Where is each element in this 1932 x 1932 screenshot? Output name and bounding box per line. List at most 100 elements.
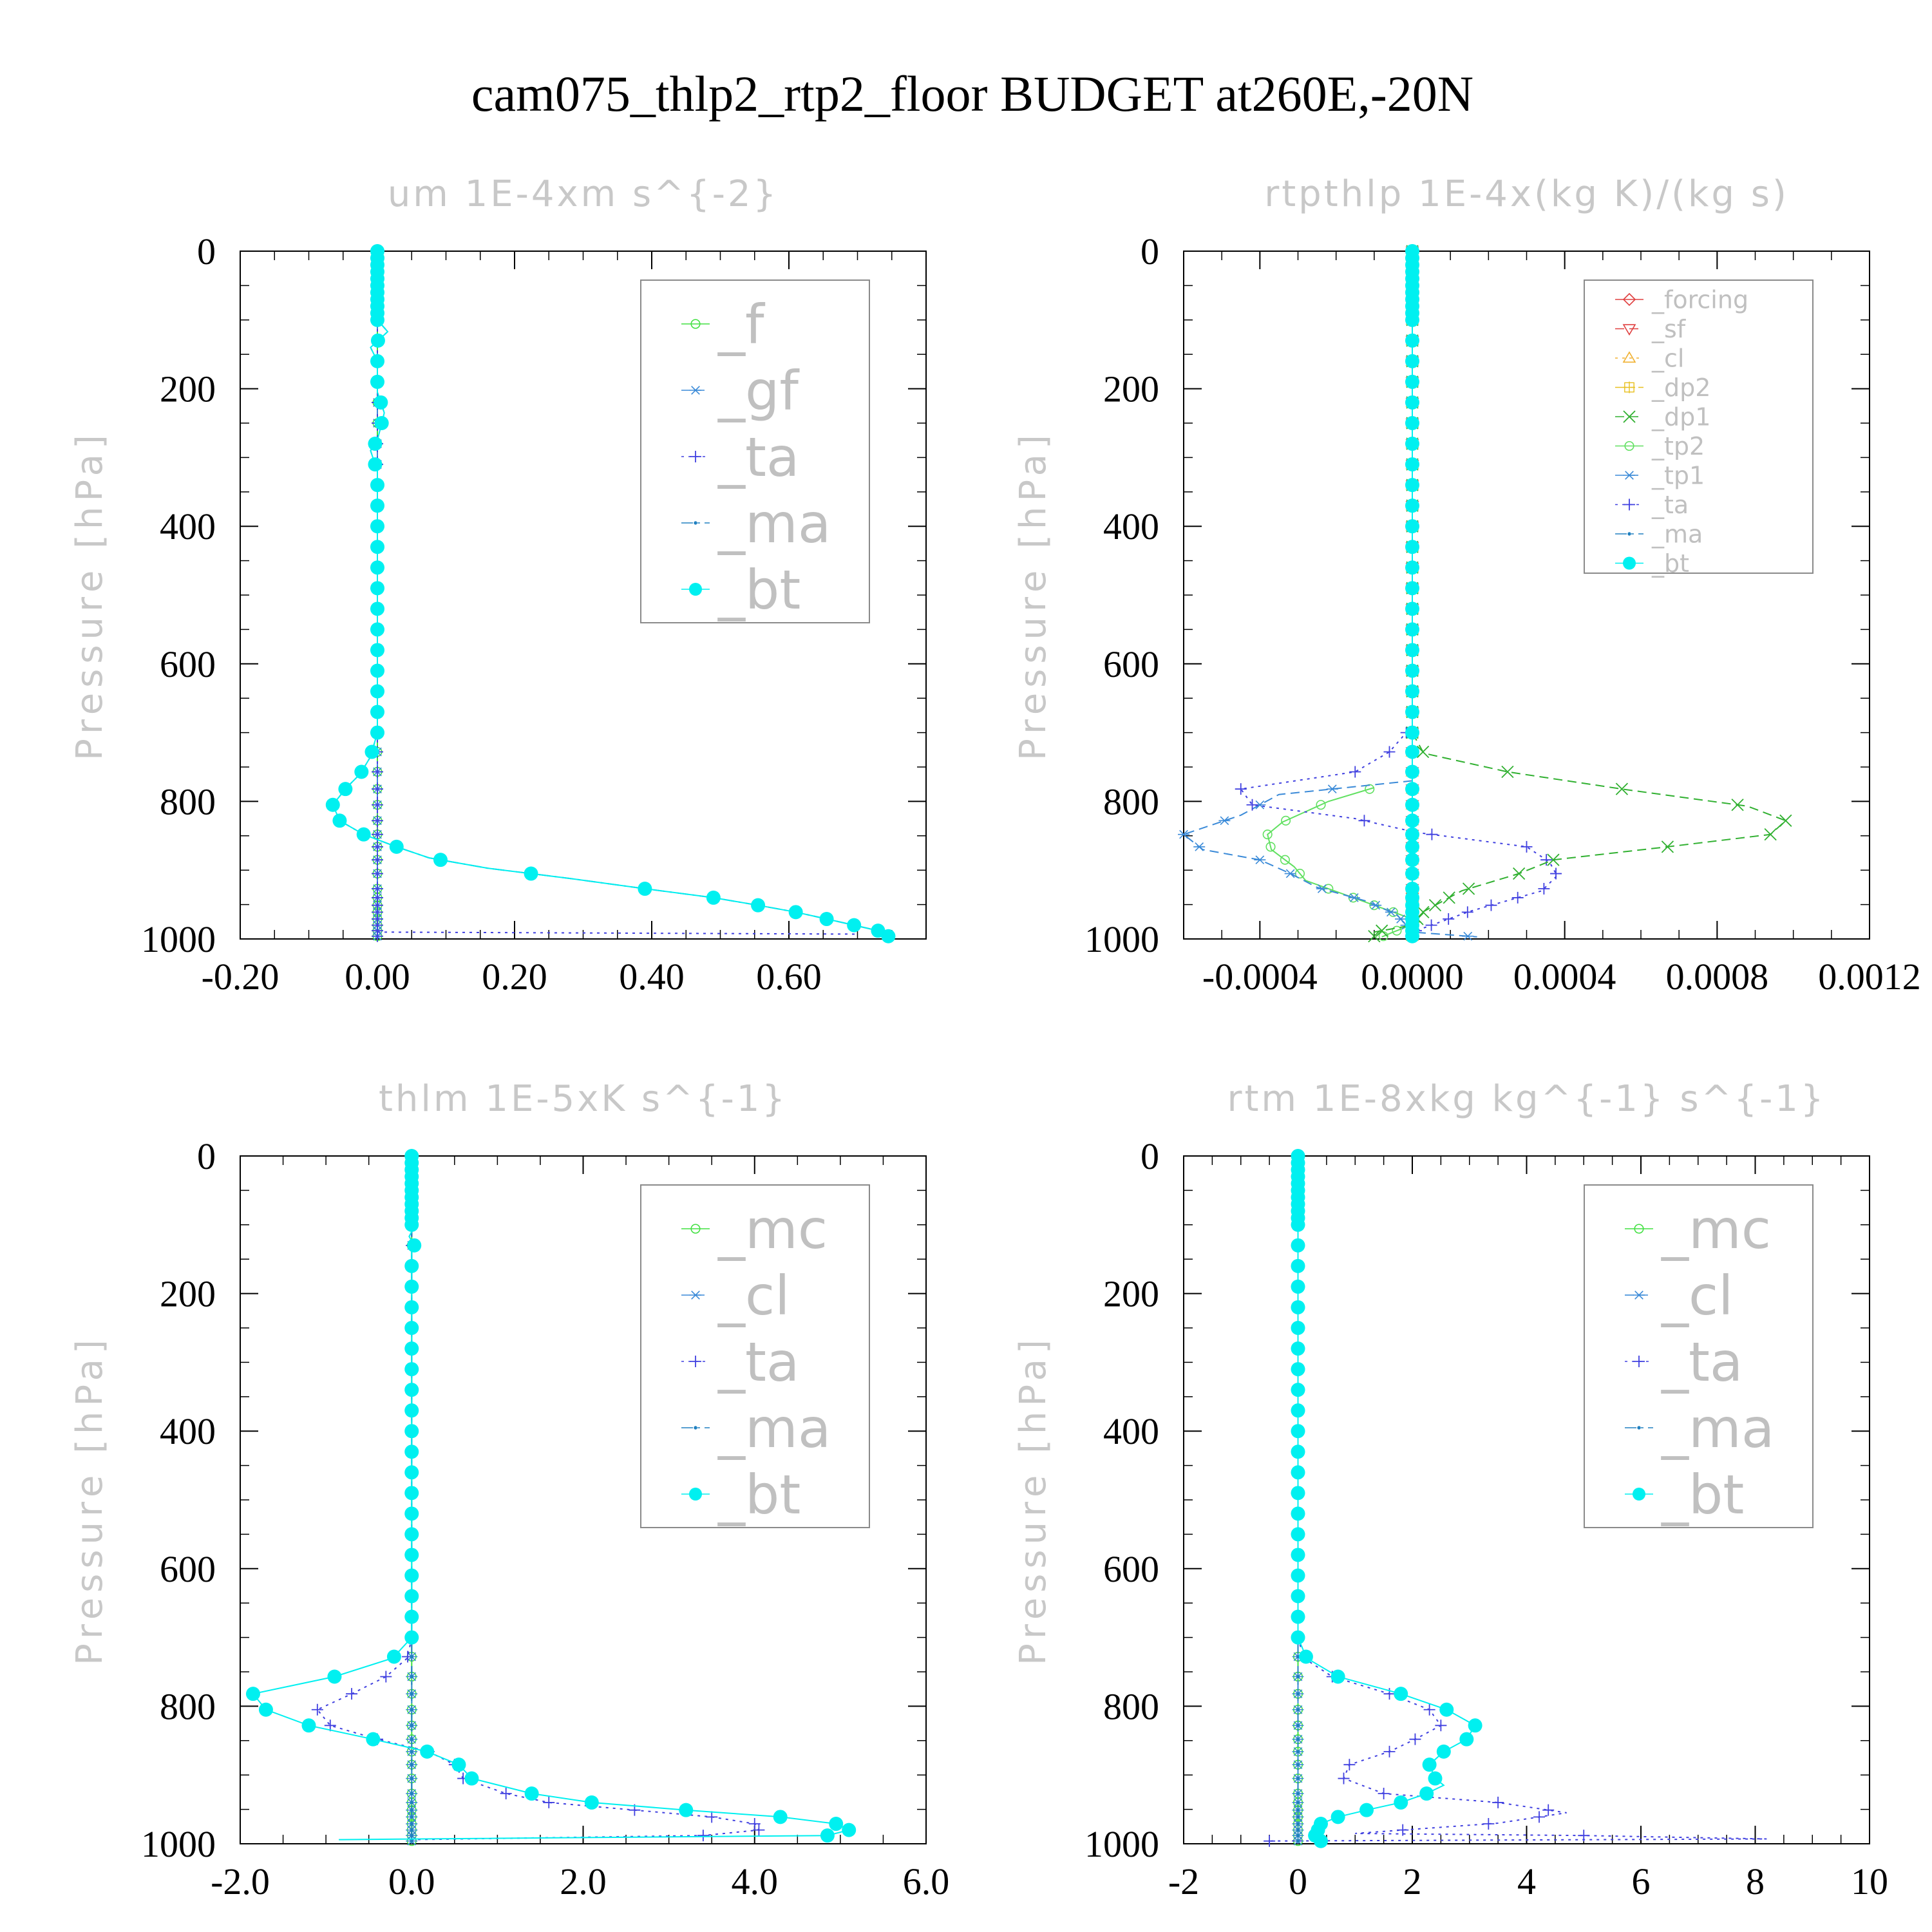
series-bt-marker bbox=[1359, 1803, 1374, 1817]
legend-marker-ma bbox=[694, 521, 697, 525]
series-ma-marker bbox=[1296, 1833, 1300, 1837]
series-bt-marker bbox=[820, 1828, 835, 1843]
panel-title: um 1E-4xm s^{-2} bbox=[388, 173, 779, 215]
series-bt-marker bbox=[1405, 725, 1419, 740]
legend-label-mc: _mc bbox=[717, 1198, 828, 1261]
series-ma-marker bbox=[1296, 1801, 1300, 1804]
series-ta-marker bbox=[372, 867, 383, 880]
legend-marker-tp2 bbox=[1624, 440, 1634, 451]
legend-label-dp1: _dp1 bbox=[1651, 403, 1710, 431]
series-ta-marker bbox=[1383, 1745, 1396, 1757]
series-bt-marker bbox=[1291, 1589, 1305, 1604]
series-bt-marker bbox=[370, 540, 384, 554]
legend-label-bt: _bt bbox=[1661, 1463, 1744, 1526]
x-tick-label: 0.00 bbox=[345, 956, 410, 998]
panel-title: rtm 1E-8xkg kg^{-1} s^{-1} bbox=[1227, 1078, 1826, 1120]
legend-label-bt: _bt bbox=[1651, 549, 1689, 578]
y-tick-label: 400 bbox=[160, 1410, 216, 1452]
series-ma-marker bbox=[410, 1763, 413, 1766]
series-ma-marker bbox=[1296, 1839, 1300, 1843]
legend-marker-bt bbox=[1633, 1488, 1645, 1501]
series-ma-marker bbox=[1296, 1792, 1300, 1795]
legend-label-cl: _cl bbox=[1661, 1264, 1734, 1327]
legend-marker-ma bbox=[694, 1426, 697, 1430]
series-bt-marker bbox=[389, 839, 404, 854]
series-bt-marker bbox=[1405, 416, 1419, 430]
legend-marker-sf bbox=[1622, 324, 1636, 336]
series-ma-marker bbox=[1296, 1776, 1300, 1781]
series-bt-marker bbox=[1405, 764, 1419, 779]
series-bt-marker bbox=[1405, 581, 1419, 596]
series-bt-marker bbox=[1291, 1217, 1305, 1232]
legend-label-forcing: _forcing bbox=[1651, 286, 1748, 314]
series-ta-marker bbox=[1383, 1688, 1396, 1700]
series-ma-marker bbox=[410, 1839, 413, 1843]
x-tick-label: 0.60 bbox=[756, 956, 822, 998]
series-tp1-marker bbox=[1254, 855, 1266, 865]
legend-marker-tp1 bbox=[1624, 471, 1635, 480]
series-bt-marker bbox=[245, 1687, 260, 1701]
series-ta-marker bbox=[1550, 867, 1562, 880]
series-bt-marker bbox=[1405, 354, 1419, 368]
legend-marker-ta bbox=[690, 451, 701, 462]
series-ta-extra-line bbox=[377, 931, 858, 935]
x-tick-label: 0.0 bbox=[388, 1861, 435, 1902]
series-bt-marker bbox=[1394, 1687, 1408, 1701]
y-tick-label: 800 bbox=[1103, 1685, 1159, 1727]
series-ma-marker bbox=[410, 1723, 413, 1728]
series-bt-marker bbox=[1468, 1718, 1482, 1733]
y-tick-label: 1000 bbox=[1084, 918, 1159, 960]
legend-marker-bt bbox=[689, 1488, 702, 1501]
series-tp1-marker bbox=[1218, 816, 1231, 826]
x-tick-label: 10 bbox=[1851, 1861, 1888, 1902]
series-ta-marker bbox=[1409, 1733, 1421, 1745]
series-bt-marker bbox=[1331, 1810, 1345, 1824]
series-bt-marker bbox=[1291, 1568, 1305, 1583]
series-ta-marker bbox=[1435, 1719, 1447, 1732]
series-bt-marker bbox=[404, 1486, 419, 1501]
series-bt-marker bbox=[368, 437, 383, 451]
series-ma-marker bbox=[1296, 1808, 1300, 1812]
series-bt-marker bbox=[1405, 498, 1419, 513]
legend: _mc_cl_ta_ma_bt bbox=[640, 1184, 870, 1528]
series-ta-marker bbox=[1378, 1788, 1390, 1800]
y-tick-label: 1000 bbox=[141, 1823, 216, 1865]
series-ta-marker bbox=[1482, 1818, 1495, 1830]
series-ta-marker bbox=[1542, 1804, 1555, 1816]
series-bt-marker bbox=[301, 1718, 316, 1733]
legend-marker-cl bbox=[690, 1291, 701, 1300]
series-bt-marker bbox=[1291, 1465, 1305, 1480]
series-bt-marker bbox=[1439, 1702, 1454, 1717]
series-ma-marker bbox=[410, 1792, 413, 1795]
legend-marker-ta bbox=[690, 1356, 701, 1367]
legend-label-gf: _gf bbox=[717, 359, 800, 422]
series-ta-marker bbox=[380, 1671, 392, 1683]
series-tp2-marker bbox=[1265, 842, 1276, 852]
series-bt-marker bbox=[370, 333, 385, 348]
series-ma-marker bbox=[1296, 1692, 1300, 1696]
y-axis-label: Pressure [hPa] bbox=[69, 1334, 111, 1665]
series-bt-marker bbox=[404, 1506, 419, 1521]
series-ta-marker bbox=[748, 1818, 761, 1830]
series-tp1-marker bbox=[1370, 900, 1382, 910]
series-bt-marker bbox=[1405, 333, 1419, 348]
legend-label-bt: _bt bbox=[717, 558, 800, 621]
series-dp1-marker bbox=[1416, 745, 1430, 759]
series-bt-marker bbox=[404, 1341, 419, 1356]
series-bt-marker bbox=[1291, 1506, 1305, 1521]
series-bt-marker bbox=[1291, 1444, 1305, 1459]
series-ta-marker bbox=[1461, 906, 1473, 918]
series-tp1-marker bbox=[1326, 784, 1338, 794]
series-bt-marker bbox=[1405, 601, 1419, 616]
series-bt-marker bbox=[1291, 1258, 1305, 1273]
series-ma-marker bbox=[1296, 1822, 1300, 1826]
series-bt-marker bbox=[881, 929, 896, 943]
y-tick-label: 200 bbox=[160, 368, 216, 410]
series-tp1-line bbox=[1184, 780, 1477, 938]
series-bt-marker bbox=[1405, 853, 1419, 867]
series-ta-marker bbox=[372, 766, 383, 778]
series-bt-marker bbox=[404, 1630, 419, 1645]
series-ta-marker bbox=[1443, 913, 1455, 925]
x-tick-label: -0.0004 bbox=[1202, 956, 1318, 998]
series-dp1-marker bbox=[1462, 882, 1475, 895]
